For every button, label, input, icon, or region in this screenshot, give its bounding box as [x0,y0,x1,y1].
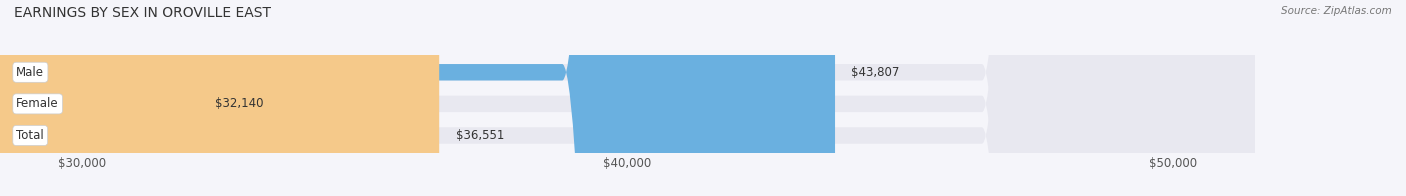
Text: $36,551: $36,551 [456,129,503,142]
FancyBboxPatch shape [0,0,1254,196]
FancyBboxPatch shape [0,0,439,196]
Text: EARNINGS BY SEX IN OROVILLE EAST: EARNINGS BY SEX IN OROVILLE EAST [14,6,271,20]
Text: Total: Total [17,129,44,142]
FancyBboxPatch shape [0,0,1254,196]
Text: Male: Male [17,66,45,79]
Text: $32,140: $32,140 [215,97,263,110]
FancyBboxPatch shape [0,0,835,196]
Text: Female: Female [17,97,59,110]
Text: Source: ZipAtlas.com: Source: ZipAtlas.com [1281,6,1392,16]
FancyBboxPatch shape [0,0,1254,196]
FancyBboxPatch shape [0,0,273,196]
Text: $43,807: $43,807 [852,66,900,79]
